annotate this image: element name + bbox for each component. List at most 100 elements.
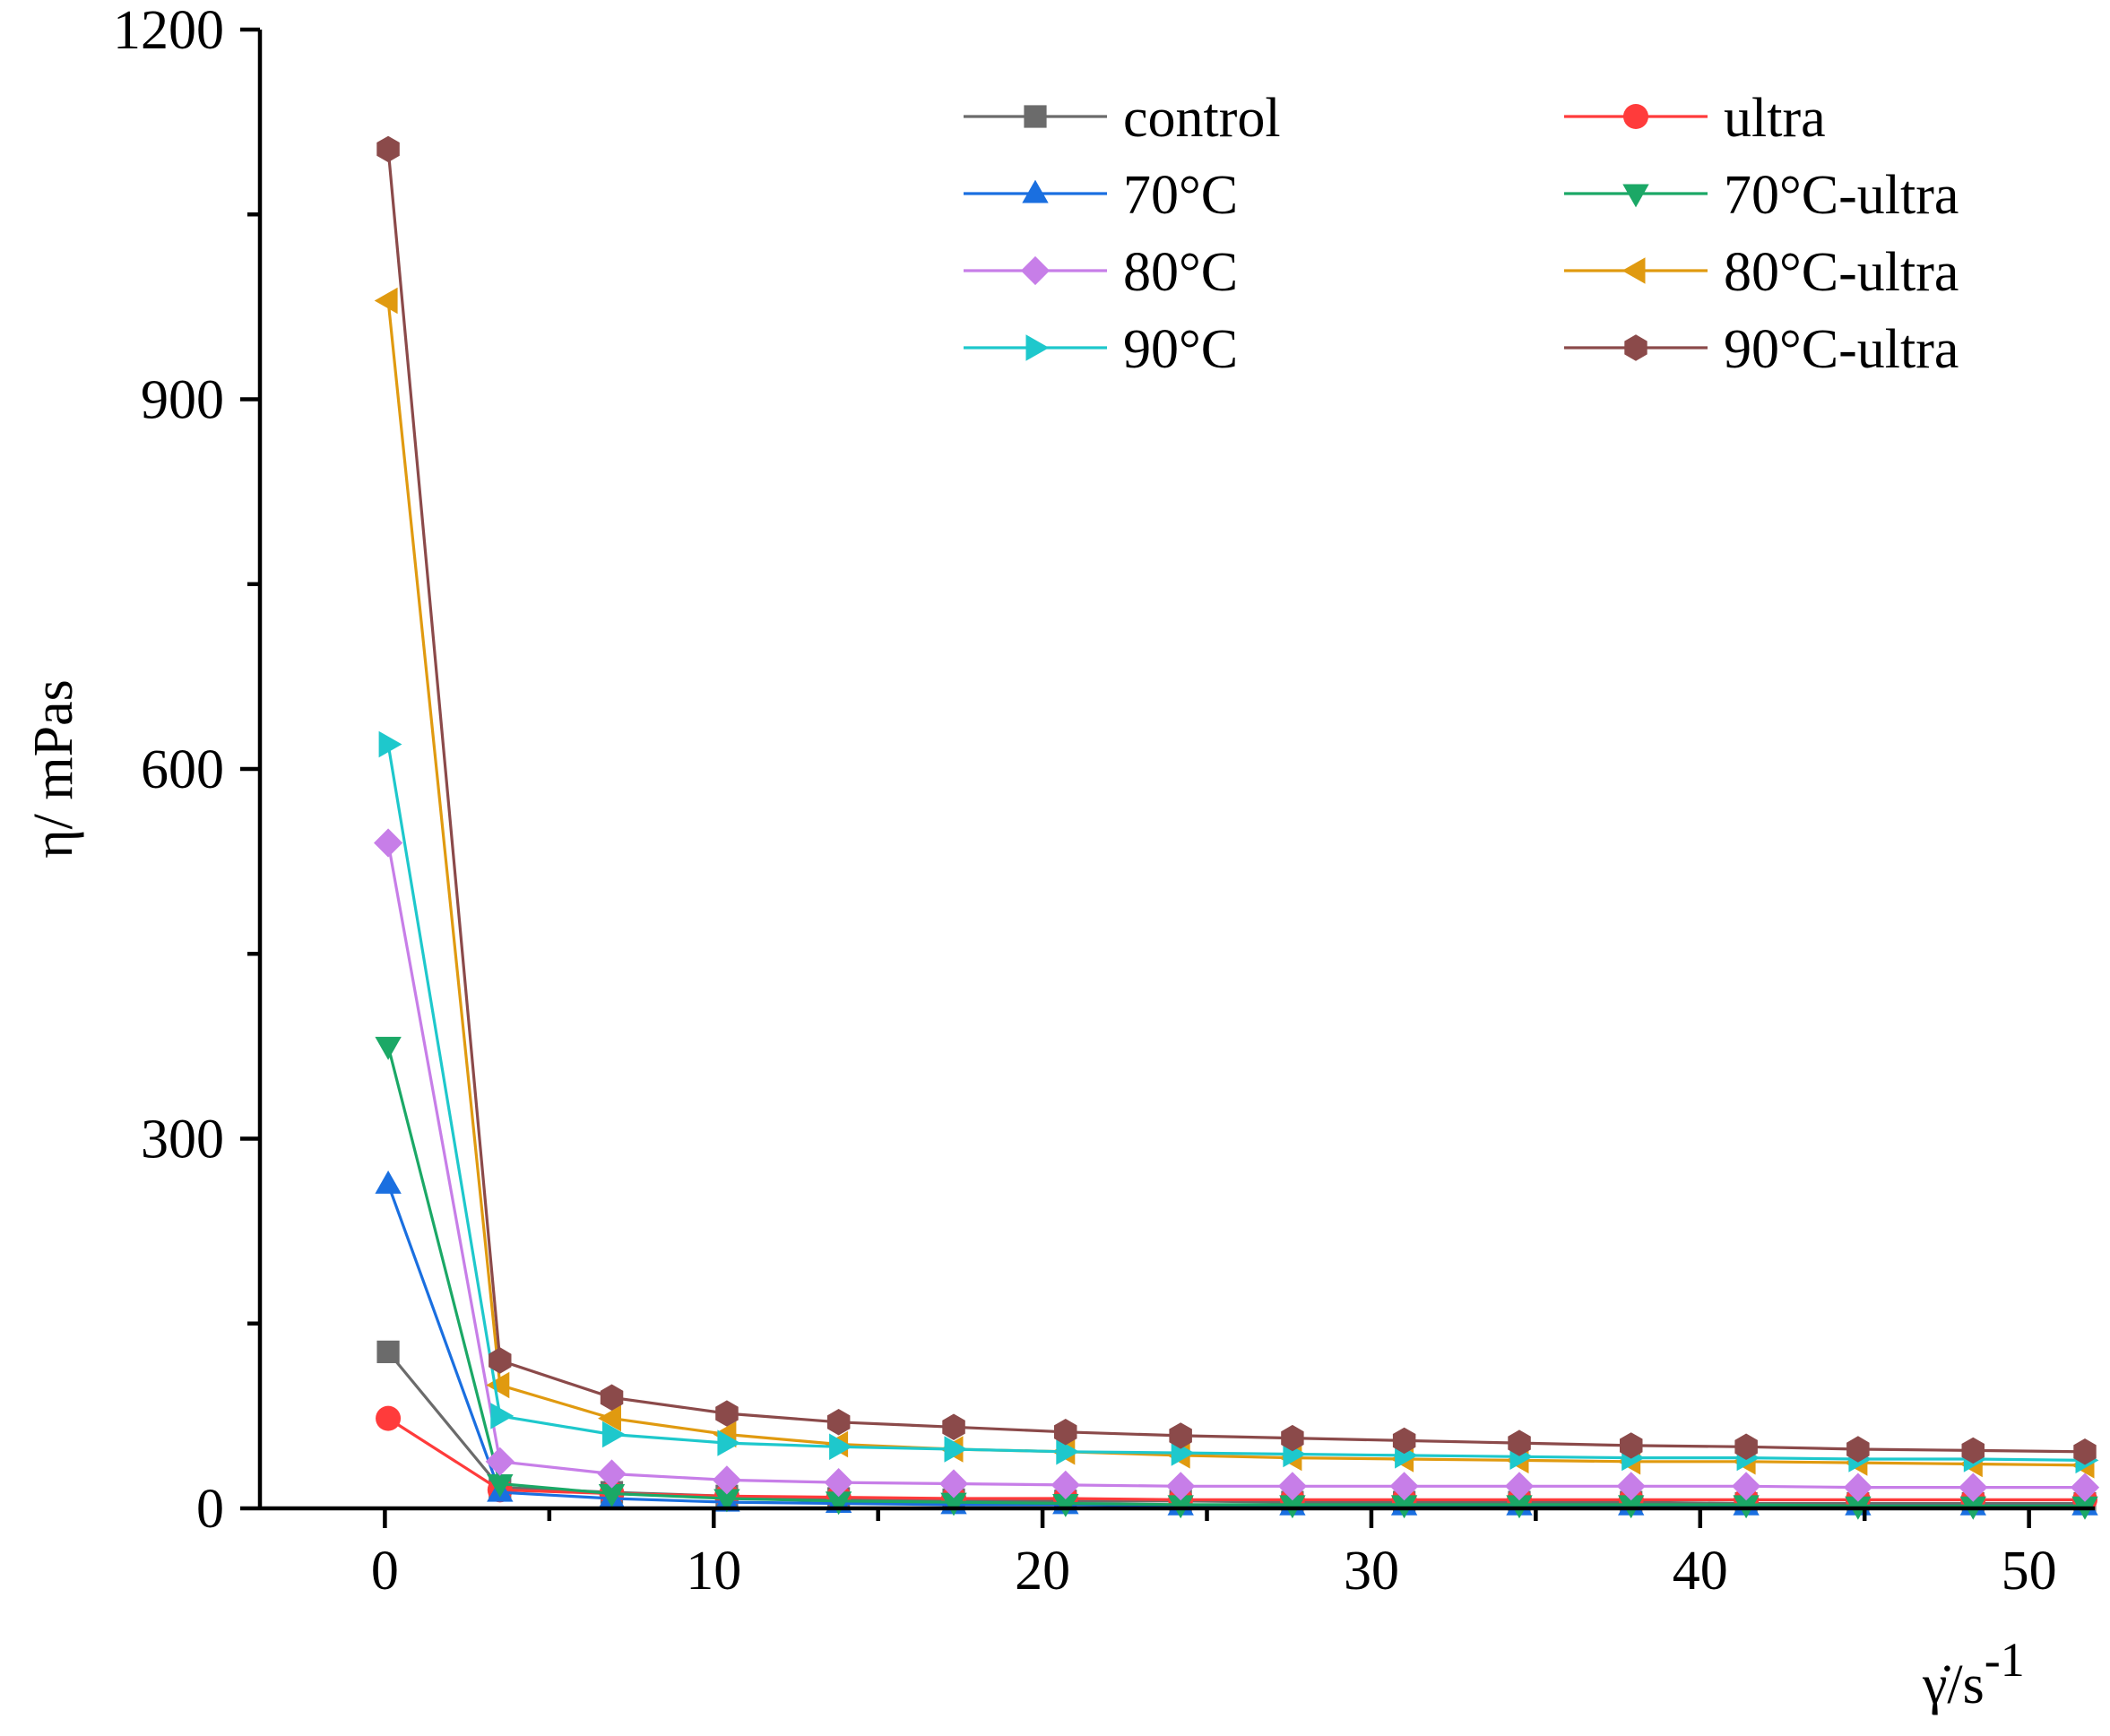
series-80c-ultra — [374, 287, 2095, 1479]
data-point-80c — [2070, 1473, 2100, 1502]
y-tick-label: 1200 — [113, 0, 224, 61]
x-axis-title-superscript: -1 — [1985, 1633, 2025, 1687]
data-point-90c-ultra — [942, 1413, 965, 1440]
data-point-90c-ultra — [1392, 1427, 1416, 1455]
data-point-70c-ultra — [713, 1489, 740, 1513]
legend-item-90c-ultra: 90°C-ultra — [1564, 319, 1959, 380]
data-point-80c-ultra — [374, 287, 398, 315]
data-point-90c — [1056, 1438, 1080, 1465]
legend-label-control: control — [1123, 88, 1281, 149]
data-point-80c — [1277, 1472, 1307, 1501]
y-tick-label: 600 — [141, 739, 224, 800]
data-point-90c-ultra — [2073, 1438, 2097, 1465]
legend-label-90c: 90°C — [1123, 319, 1238, 380]
data-point-80c-ultra — [598, 1404, 621, 1432]
data-point-90c-ultra — [489, 1347, 512, 1374]
series-90c-ultra — [376, 135, 2097, 1465]
data-point-80c — [374, 828, 403, 858]
legend-marker-80c-ultra — [1621, 257, 1646, 284]
data-point-80c — [712, 1465, 741, 1495]
series-line-80c — [386, 842, 2085, 1490]
legend-item-90c: 90°C — [964, 319, 1238, 380]
y-tick-label: 900 — [141, 370, 224, 431]
data-point-control — [376, 1340, 400, 1363]
data-point-90c-ultra — [1846, 1436, 1870, 1463]
x-tick-label: 10 — [686, 1541, 741, 1602]
data-point-70c-ultra — [375, 1036, 402, 1060]
data-point-90c — [602, 1421, 626, 1448]
y-axis-title: η/ mPas — [23, 679, 84, 859]
data-point-80c — [824, 1468, 853, 1498]
series-line-90c — [386, 744, 2086, 1462]
data-point-90c — [829, 1433, 852, 1460]
series-80c — [374, 828, 2100, 1502]
legend-marker-ultra — [1623, 104, 1648, 129]
data-point-90c — [490, 1403, 515, 1429]
data-point-90c-ultra — [1508, 1429, 1531, 1456]
data-point-90c-ultra — [826, 1409, 851, 1436]
legend-label-ultra: ultra — [1724, 88, 1826, 149]
data-point-80c — [485, 1447, 515, 1476]
series-70c-ultra — [375, 1036, 2098, 1520]
data-point-80c — [938, 1469, 969, 1498]
ticks: 0 10 20 30 40 50 0 300 600 900 1200 — [113, 0, 2057, 1602]
data-point-90c-ultra — [600, 1384, 624, 1411]
legend-item-70c-ultra: 70°C-ultra — [1564, 165, 1959, 226]
data-point-90c-ultra — [1961, 1437, 1985, 1464]
x-tick-label: 50 — [2002, 1541, 2057, 1602]
data-point-80c — [1616, 1472, 1646, 1501]
x-tick-label: 40 — [1673, 1541, 1728, 1602]
data-point-80c — [1389, 1472, 1419, 1501]
legend-label-90c-ultra: 90°C-ultra — [1724, 319, 1959, 380]
data-point-ultra — [376, 1405, 402, 1431]
legend-label-80c-ultra: 80°C-ultra — [1724, 242, 1959, 303]
data-point-90c-ultra — [715, 1400, 739, 1427]
legend-item-ultra: ultra — [1564, 88, 1826, 149]
legend-marker-control — [1024, 105, 1047, 128]
data-point-80c — [597, 1459, 627, 1489]
legend-marker-80c — [1020, 255, 1051, 286]
data-point-70c-ultra — [598, 1484, 626, 1507]
series-line-70c-ultra — [386, 1046, 2085, 1507]
series-line-90c-ultra — [386, 149, 2086, 1454]
data-point-80c — [1051, 1470, 1080, 1499]
legend-marker-70c-ultra — [1622, 184, 1649, 208]
x-tick-label: 20 — [1015, 1541, 1070, 1602]
data-point-70c-ultra — [940, 1492, 967, 1516]
legend-item-control: control — [964, 88, 1281, 149]
legend-label-70c: 70°C — [1123, 165, 1238, 226]
legend-item-80c-ultra: 80°C-ultra — [1564, 242, 1959, 303]
legend-marker-70c — [1022, 179, 1049, 203]
data-point-70c — [375, 1170, 402, 1194]
legend-label-80c: 80°C — [1123, 242, 1238, 303]
data-point-90c — [944, 1436, 968, 1463]
data-point-80c — [1732, 1472, 1761, 1501]
x-tick-label: 0 — [371, 1541, 399, 1602]
data-point-90c-ultra — [376, 135, 400, 163]
legend-marker-90c-ultra — [1624, 334, 1647, 361]
data-point-90c-ultra — [1169, 1422, 1192, 1449]
x-axis-title: γ̇/s-1 — [1922, 1633, 2025, 1715]
series-layer — [374, 135, 2100, 1520]
x-tick-label: 30 — [1344, 1541, 1399, 1602]
legend: control ultra 70°C 70°C-ultra 80°C 80°C-ultra… — [964, 88, 1959, 380]
data-point-70c-ultra — [825, 1491, 852, 1516]
data-point-70c-ultra — [1052, 1494, 1079, 1517]
legend-marker-90c — [1025, 334, 1050, 361]
data-point-80c — [1843, 1473, 1872, 1502]
series-line-80c-ultra — [386, 300, 2086, 1467]
y-tick-label: 300 — [141, 1110, 224, 1170]
legend-label-70c-ultra: 70°C-ultra — [1724, 165, 1959, 226]
data-point-90c — [717, 1429, 741, 1456]
series-line-control — [386, 1351, 2085, 1506]
legend-item-70c: 70°C — [964, 165, 1238, 226]
series-90c — [378, 730, 2099, 1474]
legend-item-80c: 80°C — [964, 242, 1238, 303]
x-axis-title-main: γ̇/s — [1922, 1654, 1985, 1715]
data-point-80c — [1166, 1472, 1196, 1501]
data-point-90c-ultra — [1054, 1419, 1077, 1446]
y-tick-label: 0 — [196, 1479, 224, 1540]
data-point-90c — [378, 730, 402, 758]
data-point-90c-ultra — [1281, 1424, 1304, 1452]
